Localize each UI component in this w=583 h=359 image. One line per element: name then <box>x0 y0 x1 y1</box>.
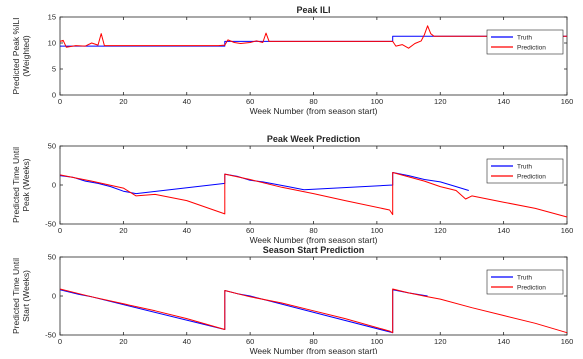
x-axis-label: Week Number (from season start) <box>250 235 378 245</box>
y-axis-label-line-2: Peak (Weeks) <box>21 158 31 211</box>
legend-box <box>486 29 564 55</box>
x-tick-label: 60 <box>246 226 254 235</box>
series-line-prediction <box>59 288 568 334</box>
x-tick-label: 0 <box>58 337 62 346</box>
panel-2: Peak Week Prediction 0 20 40 60 80 100 120 140 16… <box>11 134 573 245</box>
x-tick-label: 120 <box>434 226 447 235</box>
x-tick-label: 60 <box>246 97 254 106</box>
legend-label-truth: Truth <box>517 274 532 281</box>
legend: Truth Prediction <box>486 29 564 55</box>
y-axis-label-line-1: Predicted Peak %ILI <box>11 17 21 94</box>
x-tick-label: 100 <box>371 337 384 346</box>
plot-area <box>59 16 568 96</box>
x-tick-label: 160 <box>561 226 574 235</box>
y-tick-label: 0 <box>52 181 56 190</box>
x-tick-label: 40 <box>183 226 191 235</box>
x-tick-label: 40 <box>183 97 191 106</box>
x-tick-label: 0 <box>58 226 62 235</box>
x-axis-label: Week Number (from season start) <box>250 346 378 354</box>
legend-label-prediction: Prediction <box>517 284 546 291</box>
x-tick-label: 20 <box>119 226 127 235</box>
legend: Truth Prediction <box>486 158 564 184</box>
y-tick-label: 5 <box>52 65 56 74</box>
y-tick-label: 50 <box>48 253 56 262</box>
x-axis-label: Week Number (from season start) <box>250 106 378 116</box>
x-tick-label: 40 <box>183 337 191 346</box>
x-tick-label: 60 <box>246 337 254 346</box>
series-line-prediction <box>59 172 568 218</box>
panel-3: Season Start Prediction 0 20 40 60 80 100 120 14… <box>11 245 574 356</box>
legend-box <box>486 158 564 184</box>
x-tick-label: 160 <box>561 97 574 106</box>
x-tick-label: 20 <box>119 97 127 106</box>
x-tick-label: 100 <box>371 226 384 235</box>
y-tick-label: 10 <box>48 39 56 48</box>
chart-title: Peak Week Prediction <box>267 134 360 144</box>
x-tick-label: 100 <box>371 97 384 106</box>
y-axis-label-line-1: Predicted Time Until <box>11 147 21 223</box>
legend-label-prediction: Prediction <box>517 173 546 180</box>
y-tick-label: 0 <box>52 292 56 301</box>
panel-1: Peak ILI 0 20 40 60 80 100 120 140 160 0 5 10 15 Week … <box>11 5 573 116</box>
chart-title: Season Start Prediction <box>263 245 365 255</box>
legend-label-prediction: Prediction <box>517 44 546 51</box>
legend: Truth Prediction <box>486 269 564 295</box>
y-tick-label: 50 <box>48 142 56 151</box>
y-tick-label: 15 <box>48 13 56 22</box>
x-tick-label: 20 <box>119 337 127 346</box>
x-tick-label: 120 <box>434 337 447 346</box>
x-tick-label: 0 <box>58 97 62 106</box>
x-tick-label: 140 <box>497 337 510 346</box>
y-axis-label-line-2: (Weighted) <box>21 35 31 77</box>
y-tick-label: -50 <box>45 331 56 340</box>
x-tick-label: 120 <box>434 97 447 106</box>
x-tick-label: 80 <box>309 337 317 346</box>
y-tick-label: -50 <box>45 220 56 229</box>
legend-label-truth: Truth <box>517 34 532 41</box>
plot-area <box>59 145 568 225</box>
y-axis-label-line-1: Predicted Time Until <box>11 258 21 334</box>
y-axis-label-line-2: Start (Weeks) <box>21 270 31 322</box>
chart-title: Peak ILI <box>296 5 330 15</box>
legend-label-truth: Truth <box>517 163 532 170</box>
series-line-prediction <box>59 25 567 49</box>
plot-area <box>59 256 568 336</box>
x-tick-label: 140 <box>497 226 510 235</box>
x-tick-label: 80 <box>309 226 317 235</box>
x-tick-label: 160 <box>561 337 574 346</box>
legend-box <box>486 269 564 295</box>
x-tick-label: 80 <box>309 97 317 106</box>
x-tick-label: 140 <box>497 97 510 106</box>
y-tick-label: 0 <box>52 91 56 100</box>
